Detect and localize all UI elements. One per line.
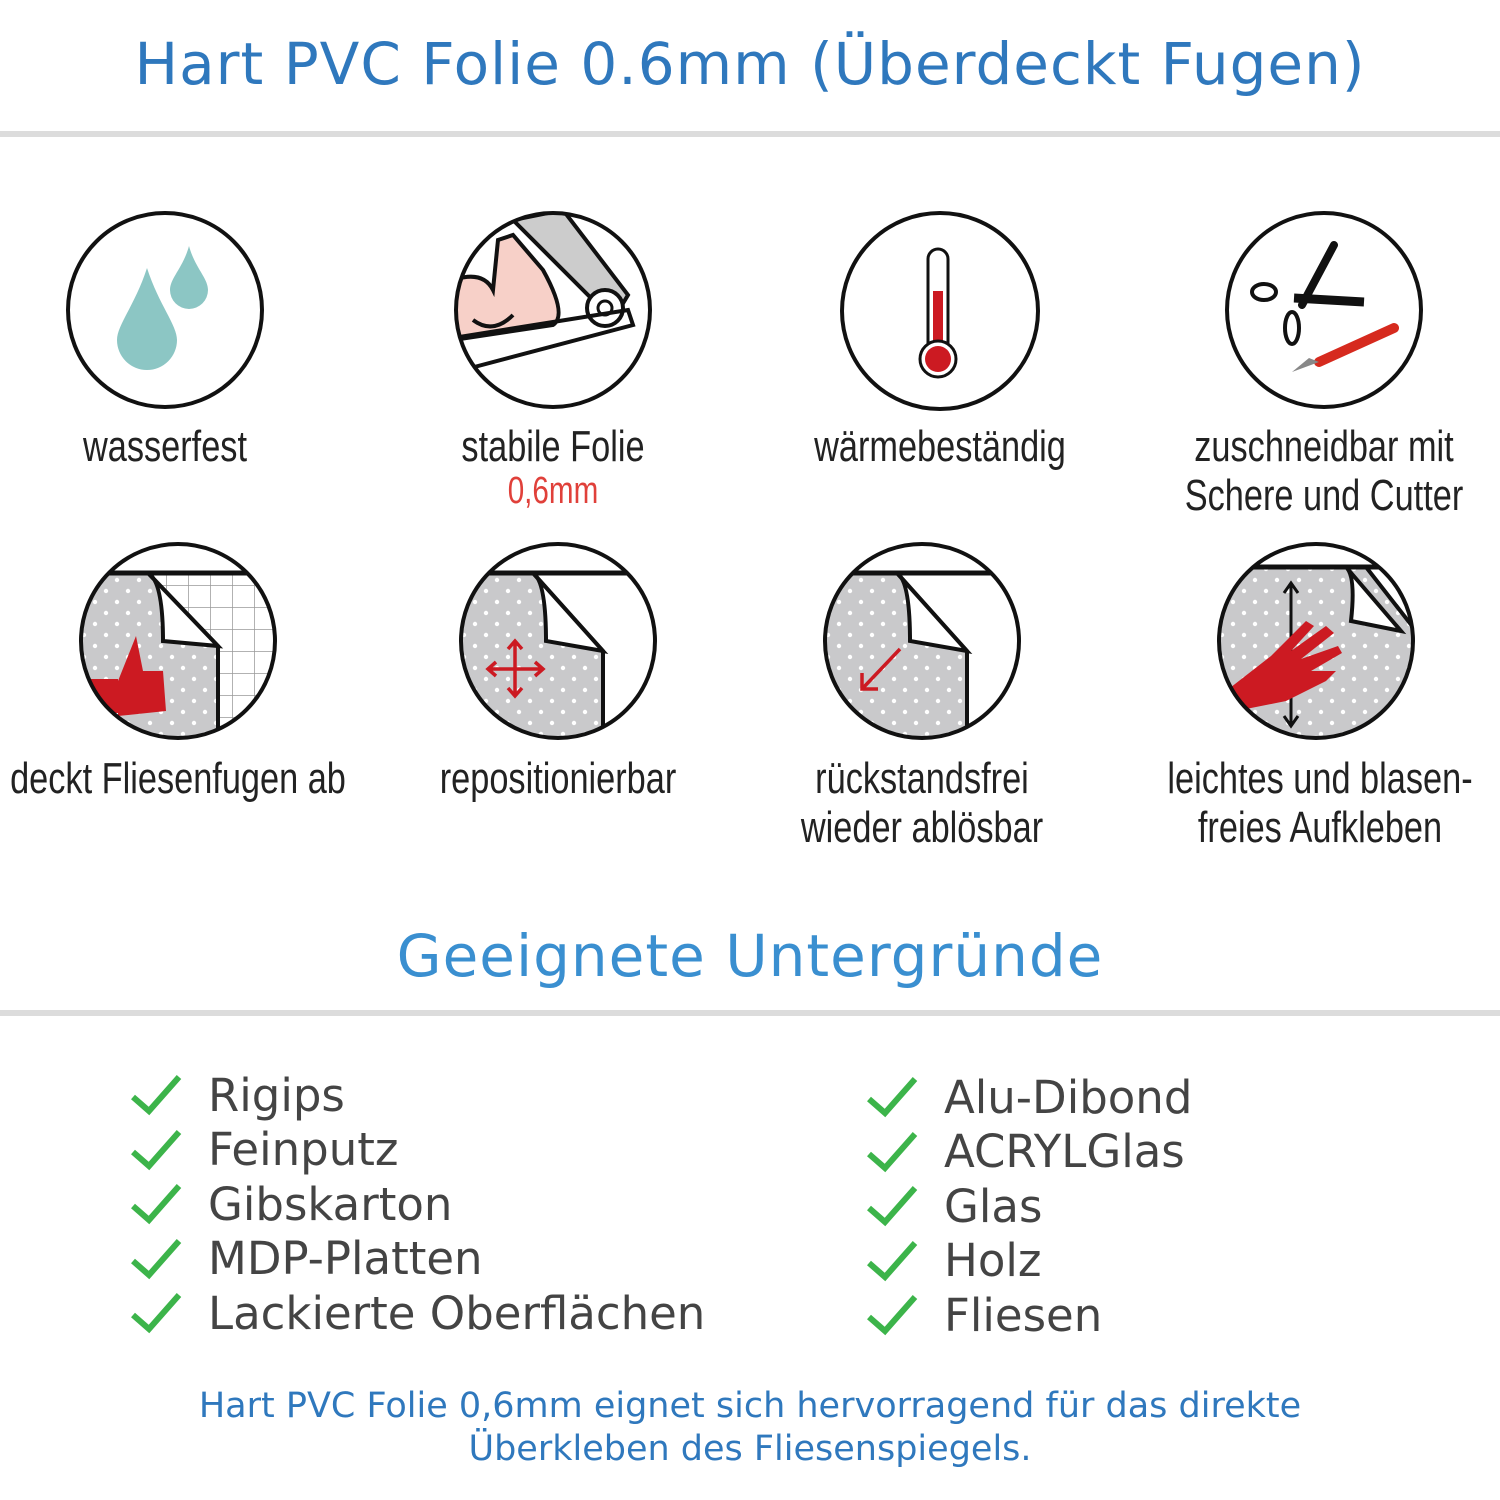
surface-item: ACRYLGlas	[866, 1125, 1192, 1180]
surface-label: Glas	[944, 1179, 1043, 1233]
hand-apply-icon	[1217, 542, 1415, 740]
feature-label: wasserfest	[82, 422, 248, 471]
surface-item: Feinputz	[130, 1123, 705, 1178]
surface-label: Rigips	[208, 1068, 345, 1122]
thermometer-icon	[840, 211, 1040, 411]
thumbs-up-tiles-icon	[79, 542, 277, 740]
surface-label: MDP-Platten	[208, 1232, 483, 1286]
surface-label: Alu-Dibond	[944, 1070, 1193, 1124]
feature-label: stabile Folie 0,6mm	[358, 422, 748, 511]
feature-label: zuschneidbar mit Schere und Cutter	[1184, 422, 1464, 520]
surface-item: Lackierte Oberflächen	[130, 1286, 705, 1341]
surface-item: Fliesen	[866, 1288, 1192, 1343]
feature-highlight: 0,6mm	[507, 470, 599, 512]
feature-label: deckt Fliesenfugen ab	[10, 754, 346, 803]
peel-arrow-icon	[823, 542, 1021, 740]
surface-item: Glas	[866, 1179, 1192, 1234]
surface-label: Fliesen	[944, 1288, 1103, 1342]
surface-label: Holz	[944, 1234, 1042, 1288]
section-title: Geeignete Untergründe	[396, 922, 1104, 990]
feature-label: leichtes und blasen-freies Aufkleben	[1167, 754, 1473, 852]
surface-item: Alu-Dibond	[866, 1070, 1192, 1125]
feature-label: rückstandsfrei wieder ablösbar	[800, 754, 1044, 852]
feature-label: wärmebeständig	[814, 422, 1066, 471]
strong-arm-foil-icon	[454, 211, 652, 409]
scissors-cutter-icon	[1225, 211, 1423, 409]
surfaces-list-left: Rigips Feinputz Gibskarton MDP-Platten Lacki…	[130, 1068, 705, 1341]
checkmark-icon	[867, 1186, 918, 1227]
surface-label: Gibskarton	[208, 1177, 453, 1231]
feature-label: repositionierbar	[439, 754, 677, 803]
checkmark-icon	[867, 1131, 918, 1172]
surface-item: Rigips	[130, 1068, 705, 1123]
surface-label: Feinputz	[208, 1123, 399, 1177]
checkmark-icon	[867, 1295, 918, 1336]
checkmark-icon	[867, 1240, 918, 1281]
footer-note: Hart PVC Folie 0,6mm eignet sich hervorr…	[198, 1386, 1302, 1469]
surface-item: Gibskarton	[130, 1177, 705, 1232]
checkmark-icon	[867, 1077, 918, 1118]
divider	[0, 1010, 1500, 1016]
divider	[0, 131, 1500, 137]
surface-label: ACRYLGlas	[944, 1125, 1185, 1179]
water-drops-icon	[66, 211, 264, 409]
checkmark-icon	[131, 1129, 182, 1170]
page-title: Hart PVC Folie 0.6mm (Überdeckt Fugen)	[134, 30, 1366, 98]
checkmark-icon	[131, 1238, 182, 1279]
surface-item: MDP-Platten	[130, 1232, 705, 1287]
checkmark-icon	[131, 1184, 182, 1225]
surfaces-list-right: Alu-Dibond ACRYLGlas Glas Holz Fliesen	[866, 1070, 1192, 1343]
checkmark-icon	[131, 1075, 182, 1116]
checkmark-icon	[131, 1293, 182, 1334]
surface-item: Holz	[866, 1234, 1192, 1289]
move-arrows-icon	[459, 542, 657, 740]
surface-label: Lackierte Oberflächen	[208, 1286, 706, 1340]
